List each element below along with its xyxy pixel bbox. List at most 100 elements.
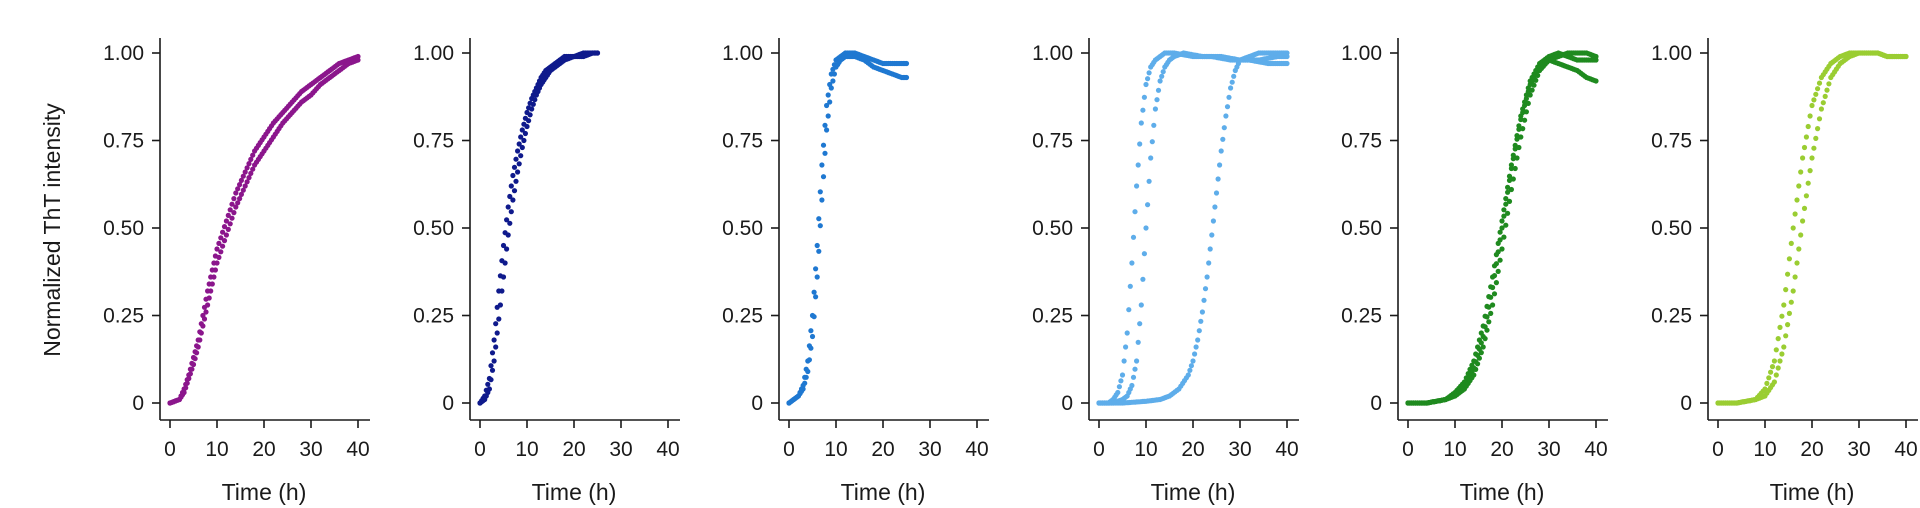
data-point [1790,288,1796,294]
data-point [1146,178,1152,184]
data-point [1185,372,1191,378]
y-tick-label: 1.00 [1032,42,1073,65]
data-point [1525,100,1531,106]
chart-panel-3: 0 0.25 0.50 0.75 1.00 0 10 20 30 40 Time (h) [722,38,989,505]
data-point [225,212,231,218]
data-point [1826,81,1832,87]
data-point [1815,86,1821,92]
data-point [1192,351,1198,357]
data-point [205,302,211,308]
data-point [183,385,189,391]
data-point [1794,197,1800,203]
data-point [242,183,248,189]
y-tick-label: 0 [751,392,763,415]
data-point [500,242,507,249]
data-point [494,330,500,336]
data-point [1138,302,1144,308]
data-point [491,358,497,364]
data-point [227,207,233,213]
data-point [225,226,231,232]
data-point [529,106,535,112]
data-point [1813,135,1819,141]
y-tick-label: 0.75 [1341,130,1382,153]
data-point [1800,155,1806,161]
data-point [594,50,601,56]
data-point [1533,77,1539,83]
data-point [819,162,825,168]
data-point [221,224,228,230]
data-point [1284,60,1290,67]
data-point [1803,134,1809,140]
data-point [1145,76,1151,82]
data-point [1137,321,1143,327]
data-point [1499,225,1505,231]
data-point [1223,113,1229,119]
data-point [1478,350,1484,356]
data-point [1516,144,1522,151]
y-tick-label: 0 [1061,392,1073,415]
data-point [1790,225,1796,231]
y-tick-label: 0.25 [1651,305,1692,328]
y-tick-label: 0.50 [1032,217,1073,240]
data-point [825,113,831,119]
data-point [1824,87,1830,93]
data-point [1149,139,1155,145]
data-point [530,101,536,107]
data-point [828,85,834,91]
data-point [1811,97,1817,103]
data-point [214,246,220,252]
data-point [235,200,241,206]
data-point [1499,246,1505,252]
data-point [505,204,511,210]
y-tick-label: 0.25 [1032,305,1073,328]
data-point [802,380,808,386]
data-point [1798,169,1804,175]
data-point [186,375,192,382]
data-point [532,97,538,103]
data-point [1490,284,1496,291]
x-tick-label: 20 [252,438,275,461]
data-point [513,156,519,162]
data-point [526,118,532,124]
data-point [1476,355,1482,361]
data-point [820,142,827,148]
data-point [1119,372,1126,378]
data-point [1226,94,1232,100]
series-2 [1715,50,1909,406]
x-tick-label: 10 [824,438,847,461]
data-point [201,316,208,322]
data-point [237,182,243,188]
x-tick-label: 20 [1490,438,1513,461]
data-point [218,235,224,241]
data-point [220,243,226,249]
data-point [1229,79,1235,85]
data-point [1518,134,1524,140]
data-point [221,238,228,244]
data-point [488,363,494,369]
data-point [808,328,814,334]
data-point [516,141,522,147]
data-point [1783,333,1789,339]
x-tick-label: 20 [1181,438,1204,461]
data-point [1198,318,1204,324]
data-point [229,215,235,221]
data-point [1210,218,1216,224]
y-tick-label: 0.75 [1651,130,1692,153]
data-point [516,161,522,167]
x-tick-label: 40 [1894,438,1917,461]
data-point [803,374,809,380]
data-point [521,137,527,144]
data-point [195,344,201,350]
data-point [1505,189,1511,195]
data-point [1773,347,1779,353]
data-point [1475,361,1481,367]
data-point [1495,268,1501,274]
data-point [1146,70,1152,76]
data-point [1195,337,1201,343]
data-point [504,217,510,223]
data-point [1818,106,1824,112]
data-point [1126,307,1132,313]
x-axis-label: Time (h) [532,479,617,505]
y-tick-label: 0.50 [1341,217,1382,240]
data-point [187,371,193,377]
